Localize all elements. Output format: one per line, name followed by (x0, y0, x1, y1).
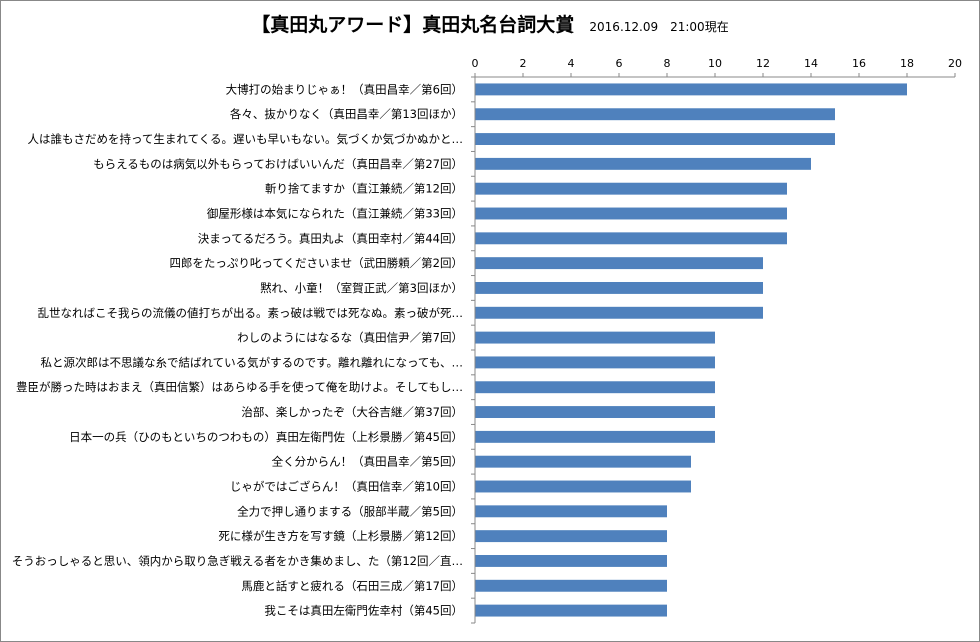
x-tick-label: 6 (616, 57, 623, 70)
bar (475, 554, 667, 567)
bar (475, 406, 715, 419)
bar (475, 207, 787, 220)
category-label: 全力で押し通りまする（服部半蔵／第5回） (237, 504, 463, 518)
x-tick-label: 16 (852, 57, 866, 70)
bar (475, 331, 715, 344)
x-tick-label: 18 (900, 57, 914, 70)
category-label: もらえるものは病気以外もらっておけばいいんだ（真田昌幸／第27回） (93, 157, 463, 171)
category-label: 乱世なればこそ我らの流儀の値打ちが出る。素っ破は戦では死なぬ。素っ破が死… (38, 306, 464, 320)
category-label: 死に様が生き方を写す鏡（上杉景勝／第12回） (218, 529, 463, 543)
x-tick-label: 0 (472, 57, 479, 70)
bar (475, 604, 667, 617)
category-label: 四郎をたっぷり叱ってくださいませ（武田勝頼／第2回） (169, 256, 463, 270)
category-label: 治部、楽しかったぞ（大谷吉継／第37回） (241, 405, 463, 419)
bar (475, 306, 763, 319)
category-label: じゃがではござらん！（真田信幸／第10回） (230, 480, 463, 494)
category-label: 全く分からん！（真田昌幸／第5回） (272, 455, 463, 469)
category-label: 豊臣が勝った時はおまえ（真田信繁）はあらゆる手を使って俺を助けよ。そしてもし… (16, 380, 463, 394)
category-label: 各々、抜かりなく（真田昌幸／第13回ほか） (230, 107, 463, 121)
bar (475, 83, 907, 96)
chart-title: 【真田丸アワード】真田丸名台詞大賞 (251, 14, 575, 36)
bar (475, 455, 691, 468)
category-label: 決まってるだろう。真田丸よ（真田幸村／第44回） (198, 231, 463, 245)
bar (475, 356, 715, 369)
x-tick-label: 8 (664, 57, 671, 70)
bar (475, 505, 667, 518)
bar (475, 133, 835, 146)
bar (475, 480, 691, 493)
category-label: 人は誰もさだめを持って生まれてくる。遅いも早いもない。気づくか気づかぬかと… (27, 132, 463, 146)
category-label: 大博打の始まりじゃぁ！（真田昌幸／第6回） (226, 82, 463, 96)
x-tick-label: 2 (520, 57, 527, 70)
bar (475, 530, 667, 543)
bar (475, 381, 715, 394)
x-tick-label: 4 (568, 57, 575, 70)
chart-header: 【真田丸アワード】真田丸名台詞大賞 2016.12.09 21:00現在 (0, 10, 980, 37)
bar (475, 108, 835, 121)
bar (475, 257, 763, 270)
x-tick-label: 20 (948, 57, 962, 70)
x-tick-label: 10 (708, 57, 722, 70)
chart-subtitle: 2016.12.09 21:00現在 (589, 20, 729, 34)
bar (475, 579, 667, 592)
category-label: 黙れ、小童！（室賀正武／第3回ほか） (260, 281, 463, 295)
category-label: 馬鹿と話すと疲れる（石田三成／第17回） (241, 579, 463, 593)
bar (475, 157, 811, 170)
bar (475, 430, 715, 443)
category-label: 斬り捨てますか（直江兼続／第12回） (265, 182, 463, 196)
category-label: そうおっしゃると思い、領内から取り急ぎ戦える者をかき集めまし、た（第12回／直… (12, 554, 463, 568)
category-label: 御屋形様は本気になられた（直江兼続／第33回） (207, 207, 463, 221)
bar (475, 281, 763, 294)
category-label: 私と源次郎は不思議な糸で結ばれている気がするのです。離れ離れになっても、… (40, 355, 463, 369)
category-label: 日本一の兵（ひのもといちのつわもの）真田左衛門佐（上杉景勝／第45回） (69, 430, 463, 444)
bar (475, 182, 787, 195)
bar (475, 232, 787, 245)
x-tick-label: 12 (756, 57, 770, 70)
category-label: わしのようにはなるな（真田信尹／第7回） (237, 331, 463, 345)
category-label: 我こそは真田左衛門佐幸村（第45回） (264, 604, 463, 618)
x-tick-label: 14 (804, 57, 818, 70)
